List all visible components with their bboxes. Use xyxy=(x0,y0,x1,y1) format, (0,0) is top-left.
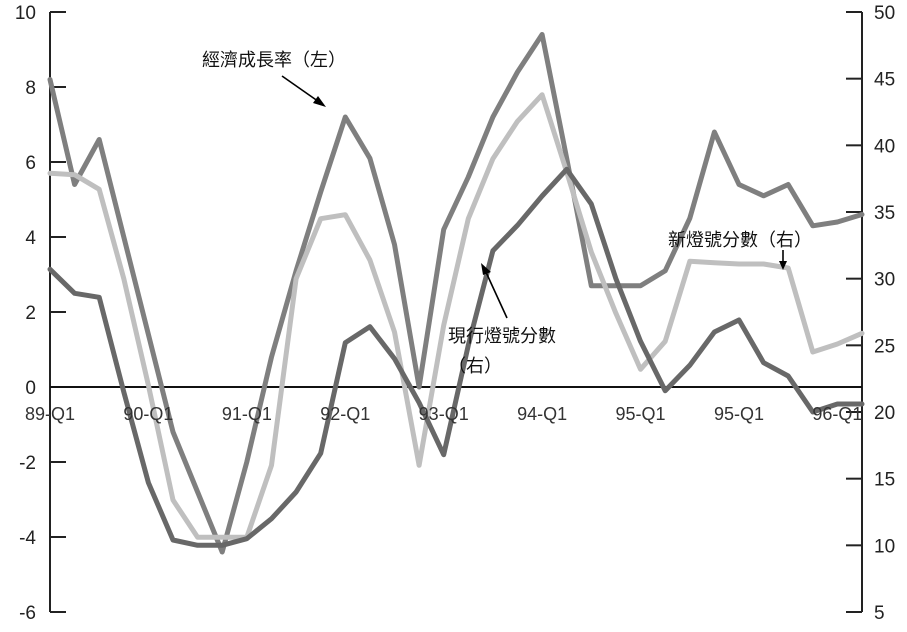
annotation-new-signal: 新燈號分數（右） xyxy=(668,230,812,251)
left-tick-label: -6 xyxy=(19,603,36,624)
category-labels: 89-Q1 90-Q1 91-Q1 92-Q1 93-Q1 94-Q1 95-Q1 95-Q1… xyxy=(25,404,862,424)
annotation-new-signal-arrowhead xyxy=(779,261,787,270)
axes: -6 -4 -2 0 2 4 6 8 10 5 10 15 20 25 30 35 40 45 50 xyxy=(15,3,895,624)
annotation-current-signal-arrow xyxy=(484,269,508,319)
annotation-gdp-arrowhead xyxy=(313,96,326,107)
category-label: 89-Q1 xyxy=(25,404,75,424)
left-tick-label: 10 xyxy=(15,3,36,24)
series-group xyxy=(47,32,865,555)
category-label: 92-Q1 xyxy=(320,404,370,424)
category-label: 94-Q1 xyxy=(517,404,567,424)
category-label: 93-Q1 xyxy=(419,404,469,424)
right-tick-label: 15 xyxy=(874,470,895,491)
right-tick-label: 35 xyxy=(874,203,895,224)
series-line-1 xyxy=(47,92,865,540)
left-tick-label: -4 xyxy=(19,528,36,549)
left-tick-label: 4 xyxy=(25,228,36,249)
right-tick-label: 25 xyxy=(874,336,895,357)
right-tick-label: 45 xyxy=(874,70,895,91)
series-line-0 xyxy=(47,32,865,555)
right-tick-label: 5 xyxy=(874,603,885,624)
left-tick-label: 2 xyxy=(25,303,36,324)
annotation-gdp-arrow xyxy=(281,75,323,105)
series-line-2 xyxy=(47,166,865,548)
left-tick-label: 6 xyxy=(25,153,36,174)
category-label: 95-Q1 xyxy=(616,404,666,424)
left-tick-label: -2 xyxy=(19,453,36,474)
annotation-current-signal-line2: （右） xyxy=(448,356,502,377)
category-label: 90-Q1 xyxy=(123,404,173,424)
annotation-gdp: 經濟成長率（左） xyxy=(202,50,346,71)
right-tick-label: 10 xyxy=(874,536,895,557)
right-tick-label: 20 xyxy=(874,403,895,424)
category-label: 91-Q1 xyxy=(222,404,272,424)
left-tick-label: 0 xyxy=(25,378,36,399)
category-label: 95-Q1 xyxy=(714,404,764,424)
right-tick-label: 40 xyxy=(874,136,895,157)
right-tick-label: 30 xyxy=(874,270,895,291)
category-label: 96-Q1 xyxy=(812,404,862,424)
annotation-current-signal-line1: 現行燈號分數 xyxy=(448,326,556,347)
right-tick-label: 50 xyxy=(874,3,895,24)
annotations: 經濟成長率（左） 新燈號分數（右） 現行燈號分數 （右） xyxy=(202,50,812,377)
left-tick-label: 8 xyxy=(25,78,36,99)
annotation-current-signal-arrowhead xyxy=(481,263,491,275)
